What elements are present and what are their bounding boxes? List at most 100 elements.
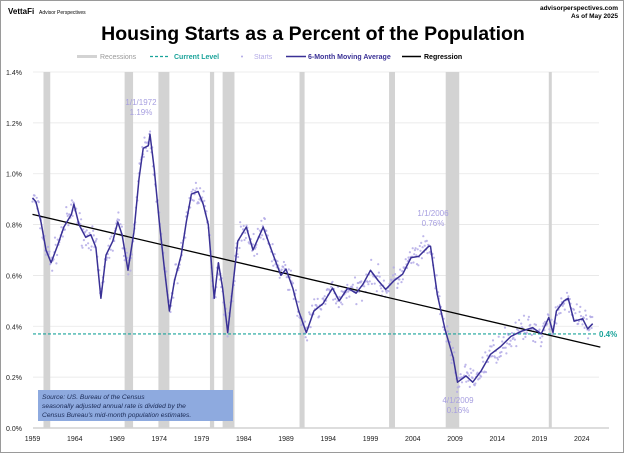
starts-point (355, 303, 358, 306)
recession-band (124, 72, 134, 428)
starts-point (71, 214, 74, 217)
annotation-date: 4/1/2009 (442, 396, 474, 405)
starts-point (123, 259, 126, 262)
starts-point (270, 260, 273, 263)
starts-point (54, 243, 57, 246)
starts-point (49, 263, 52, 266)
starts-point (67, 224, 70, 227)
annotation-date: 1/1/2006 (417, 209, 449, 218)
starts-point (471, 376, 474, 380)
starts-point (540, 341, 543, 344)
starts-point (579, 305, 582, 308)
source-line: Source: US. Bureau of the Census (42, 394, 145, 401)
starts-point (495, 361, 498, 364)
starts-point (469, 367, 472, 370)
starts-point (488, 349, 491, 352)
starts-point (89, 248, 92, 252)
starts-point (122, 254, 126, 258)
starts-point (292, 297, 295, 301)
starts-point (551, 333, 554, 336)
starts-point (574, 312, 577, 315)
starts-point (248, 242, 251, 245)
starts-point (46, 245, 50, 248)
y-tick-label: 0.4% (6, 324, 22, 331)
starts-point (63, 228, 66, 231)
starts-point (398, 278, 401, 281)
y-tick-label: 1.4% (6, 70, 22, 77)
x-tick-label: 2009 (447, 436, 463, 443)
chart-title: Housing Starts as a Percent of the Popul… (101, 23, 525, 45)
starts-point (382, 279, 385, 282)
starts-point (309, 326, 312, 329)
starts-point (191, 188, 195, 191)
starts-point (176, 282, 179, 285)
starts-point (44, 253, 48, 256)
starts-point (258, 229, 261, 232)
starts-point (412, 261, 415, 264)
starts-point (375, 290, 378, 293)
starts-point (337, 306, 340, 309)
starts-point (226, 335, 229, 338)
starts-point (468, 385, 471, 388)
starts-point (262, 238, 265, 241)
starts-point (527, 318, 530, 321)
starts-point (107, 244, 110, 247)
starts-point (245, 224, 248, 227)
starts-point (356, 286, 359, 289)
starts-point (417, 264, 420, 267)
starts-point (423, 244, 426, 247)
starts-point (282, 260, 285, 264)
starts-point (366, 280, 369, 284)
starts-point (450, 361, 453, 365)
starts-point (240, 239, 243, 242)
starts-point (66, 214, 69, 218)
starts-point (567, 295, 570, 298)
starts-point (529, 323, 532, 326)
starts-point (239, 225, 242, 228)
starts-point (381, 290, 384, 293)
starts-point (313, 298, 316, 301)
moving-average-line (31, 133, 594, 383)
starts-point (110, 235, 113, 238)
starts-point (478, 377, 481, 380)
starts-point (239, 221, 242, 224)
starts-point (125, 251, 128, 254)
y-tick-label: 0.8% (6, 223, 22, 230)
starts-point (520, 322, 523, 325)
starts-point (474, 382, 477, 385)
starts-point (541, 335, 544, 338)
starts-point (460, 381, 464, 384)
starts-point (445, 340, 448, 343)
starts-point (426, 252, 429, 255)
starts-point (237, 255, 240, 259)
starts-point (339, 301, 342, 304)
starts-point (51, 269, 54, 272)
starts-point (534, 340, 537, 344)
site-url: advisorperspectives.com (540, 5, 618, 12)
starts-point (117, 211, 120, 214)
starts-point (466, 372, 469, 375)
x-tick-label: 2024 (574, 436, 590, 443)
starts-point (413, 253, 416, 256)
starts-point (500, 350, 503, 354)
recession-band (209, 72, 215, 428)
starts-point (56, 253, 59, 257)
starts-point (320, 308, 323, 311)
starts-point (194, 189, 197, 192)
starts-point (378, 275, 381, 278)
starts-point (584, 314, 588, 317)
starts-point (297, 300, 300, 303)
starts-point (588, 328, 591, 331)
starts-point (585, 318, 588, 321)
starts-point (542, 322, 545, 325)
x-tick-label: 1999 (363, 436, 379, 443)
starts-point (514, 321, 517, 324)
starts-point (435, 274, 438, 277)
starts-point (65, 212, 69, 215)
x-tick-label: 1979 (194, 436, 210, 443)
starts-point (91, 225, 94, 228)
starts-point (261, 234, 264, 237)
starts-point (513, 338, 517, 341)
brand-subtitle: Advisor Perspectives (39, 10, 86, 16)
recession-band (389, 72, 396, 428)
